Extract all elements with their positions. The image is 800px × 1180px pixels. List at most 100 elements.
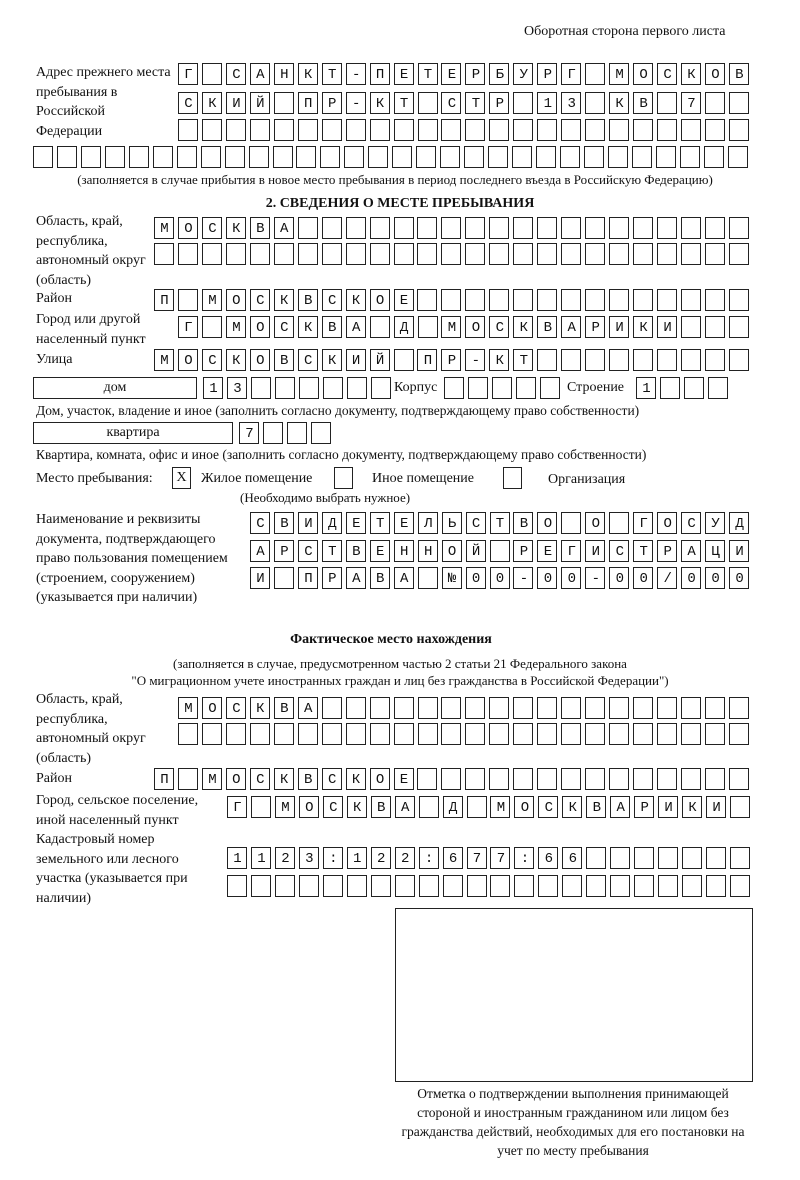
char-cell[interactable] <box>656 243 677 265</box>
char-cell[interactable] <box>250 567 270 589</box>
char-cell[interactable] <box>298 847 319 869</box>
char-cell[interactable] <box>490 847 511 869</box>
char-cell[interactable] <box>465 316 486 338</box>
char-cell[interactable] <box>489 512 510 534</box>
char-cell[interactable] <box>393 217 414 239</box>
char-cell[interactable] <box>537 512 558 534</box>
char-cell[interactable] <box>417 697 438 719</box>
char-cell[interactable] <box>345 243 366 265</box>
char-cell[interactable] <box>680 723 701 745</box>
char-cell[interactable] <box>80 146 101 168</box>
char-cell[interactable] <box>441 316 462 338</box>
char-cell[interactable] <box>417 540 438 562</box>
stay-checkbox-other[interactable] <box>334 467 353 489</box>
char-cell[interactable] <box>585 289 606 311</box>
char-cell[interactable] <box>728 723 749 745</box>
char-cell[interactable] <box>297 567 318 589</box>
char-cell[interactable] <box>274 796 295 818</box>
char-cell[interactable] <box>273 119 294 141</box>
char-cell[interactable] <box>491 377 512 399</box>
char-cell[interactable] <box>441 217 462 239</box>
char-cell[interactable] <box>178 92 198 114</box>
char-cell[interactable] <box>704 697 725 719</box>
char-cell[interactable] <box>369 289 390 311</box>
char-cell[interactable] <box>444 377 464 399</box>
char-cell[interactable] <box>321 289 342 311</box>
char-cell[interactable] <box>225 243 246 265</box>
char-cell[interactable] <box>466 875 487 897</box>
char-cell[interactable] <box>273 243 294 265</box>
char-cell[interactable] <box>128 146 149 168</box>
char-cell[interactable] <box>586 875 607 897</box>
char-cell[interactable] <box>513 697 534 719</box>
char-cell[interactable] <box>417 723 438 745</box>
char-cell[interactable] <box>538 847 559 869</box>
char-cell[interactable] <box>178 316 198 338</box>
char-cell[interactable] <box>417 316 438 338</box>
char-cell[interactable] <box>369 63 390 85</box>
char-cell[interactable] <box>321 119 342 141</box>
char-cell[interactable] <box>297 289 318 311</box>
char-cell[interactable] <box>489 567 510 589</box>
char-cell[interactable] <box>441 119 462 141</box>
char-cell[interactable] <box>297 92 318 114</box>
char-cell[interactable] <box>321 63 342 85</box>
char-cell[interactable] <box>320 146 341 168</box>
char-cell[interactable] <box>417 567 438 589</box>
char-cell[interactable] <box>321 768 342 790</box>
char-cell[interactable] <box>441 697 462 719</box>
char-cell[interactable] <box>636 377 656 399</box>
char-cell[interactable] <box>321 243 342 265</box>
char-cell[interactable] <box>298 796 319 818</box>
char-cell[interactable] <box>465 567 486 589</box>
char-cell[interactable] <box>633 540 654 562</box>
char-cell[interactable] <box>489 92 510 114</box>
char-cell[interactable] <box>273 217 294 239</box>
char-cell[interactable] <box>201 119 222 141</box>
char-cell[interactable] <box>201 92 222 114</box>
char-cell[interactable] <box>659 377 680 399</box>
char-cell[interactable] <box>729 847 750 869</box>
char-cell[interactable] <box>417 217 438 239</box>
char-cell[interactable] <box>321 567 342 589</box>
char-cell[interactable] <box>369 243 390 265</box>
char-cell[interactable] <box>298 377 319 399</box>
char-cell[interactable] <box>273 540 294 562</box>
char-cell[interactable] <box>297 243 318 265</box>
char-cell[interactable] <box>369 723 390 745</box>
char-cell[interactable] <box>393 63 414 85</box>
char-cell[interactable] <box>273 316 294 338</box>
char-cell[interactable] <box>633 512 654 534</box>
char-cell[interactable] <box>225 63 246 85</box>
char-cell[interactable] <box>705 540 726 562</box>
char-cell[interactable] <box>657 63 677 85</box>
char-cell[interactable] <box>321 92 342 114</box>
char-cell[interactable] <box>561 92 582 114</box>
char-cell[interactable] <box>250 847 271 869</box>
char-cell[interactable] <box>177 349 198 371</box>
char-cell[interactable] <box>680 697 701 719</box>
char-cell[interactable] <box>225 349 246 371</box>
char-cell[interactable] <box>249 289 270 311</box>
char-cell[interactable] <box>297 316 318 338</box>
char-cell[interactable] <box>203 377 223 399</box>
char-cell[interactable] <box>272 146 293 168</box>
char-cell[interactable] <box>345 63 366 85</box>
char-cell[interactable] <box>178 723 198 745</box>
char-cell[interactable] <box>369 349 390 371</box>
char-cell[interactable] <box>631 146 652 168</box>
char-cell[interactable] <box>728 316 749 338</box>
char-cell[interactable] <box>322 875 343 897</box>
char-cell[interactable] <box>537 289 558 311</box>
char-cell[interactable] <box>465 92 486 114</box>
char-cell[interactable] <box>297 119 318 141</box>
char-cell[interactable] <box>418 847 439 869</box>
char-cell[interactable] <box>658 847 679 869</box>
char-cell[interactable] <box>513 768 534 790</box>
char-cell[interactable] <box>585 217 606 239</box>
char-cell[interactable] <box>585 567 606 589</box>
char-cell[interactable] <box>249 243 270 265</box>
char-cell[interactable] <box>393 723 414 745</box>
char-cell[interactable] <box>537 316 558 338</box>
char-cell[interactable] <box>154 289 174 311</box>
